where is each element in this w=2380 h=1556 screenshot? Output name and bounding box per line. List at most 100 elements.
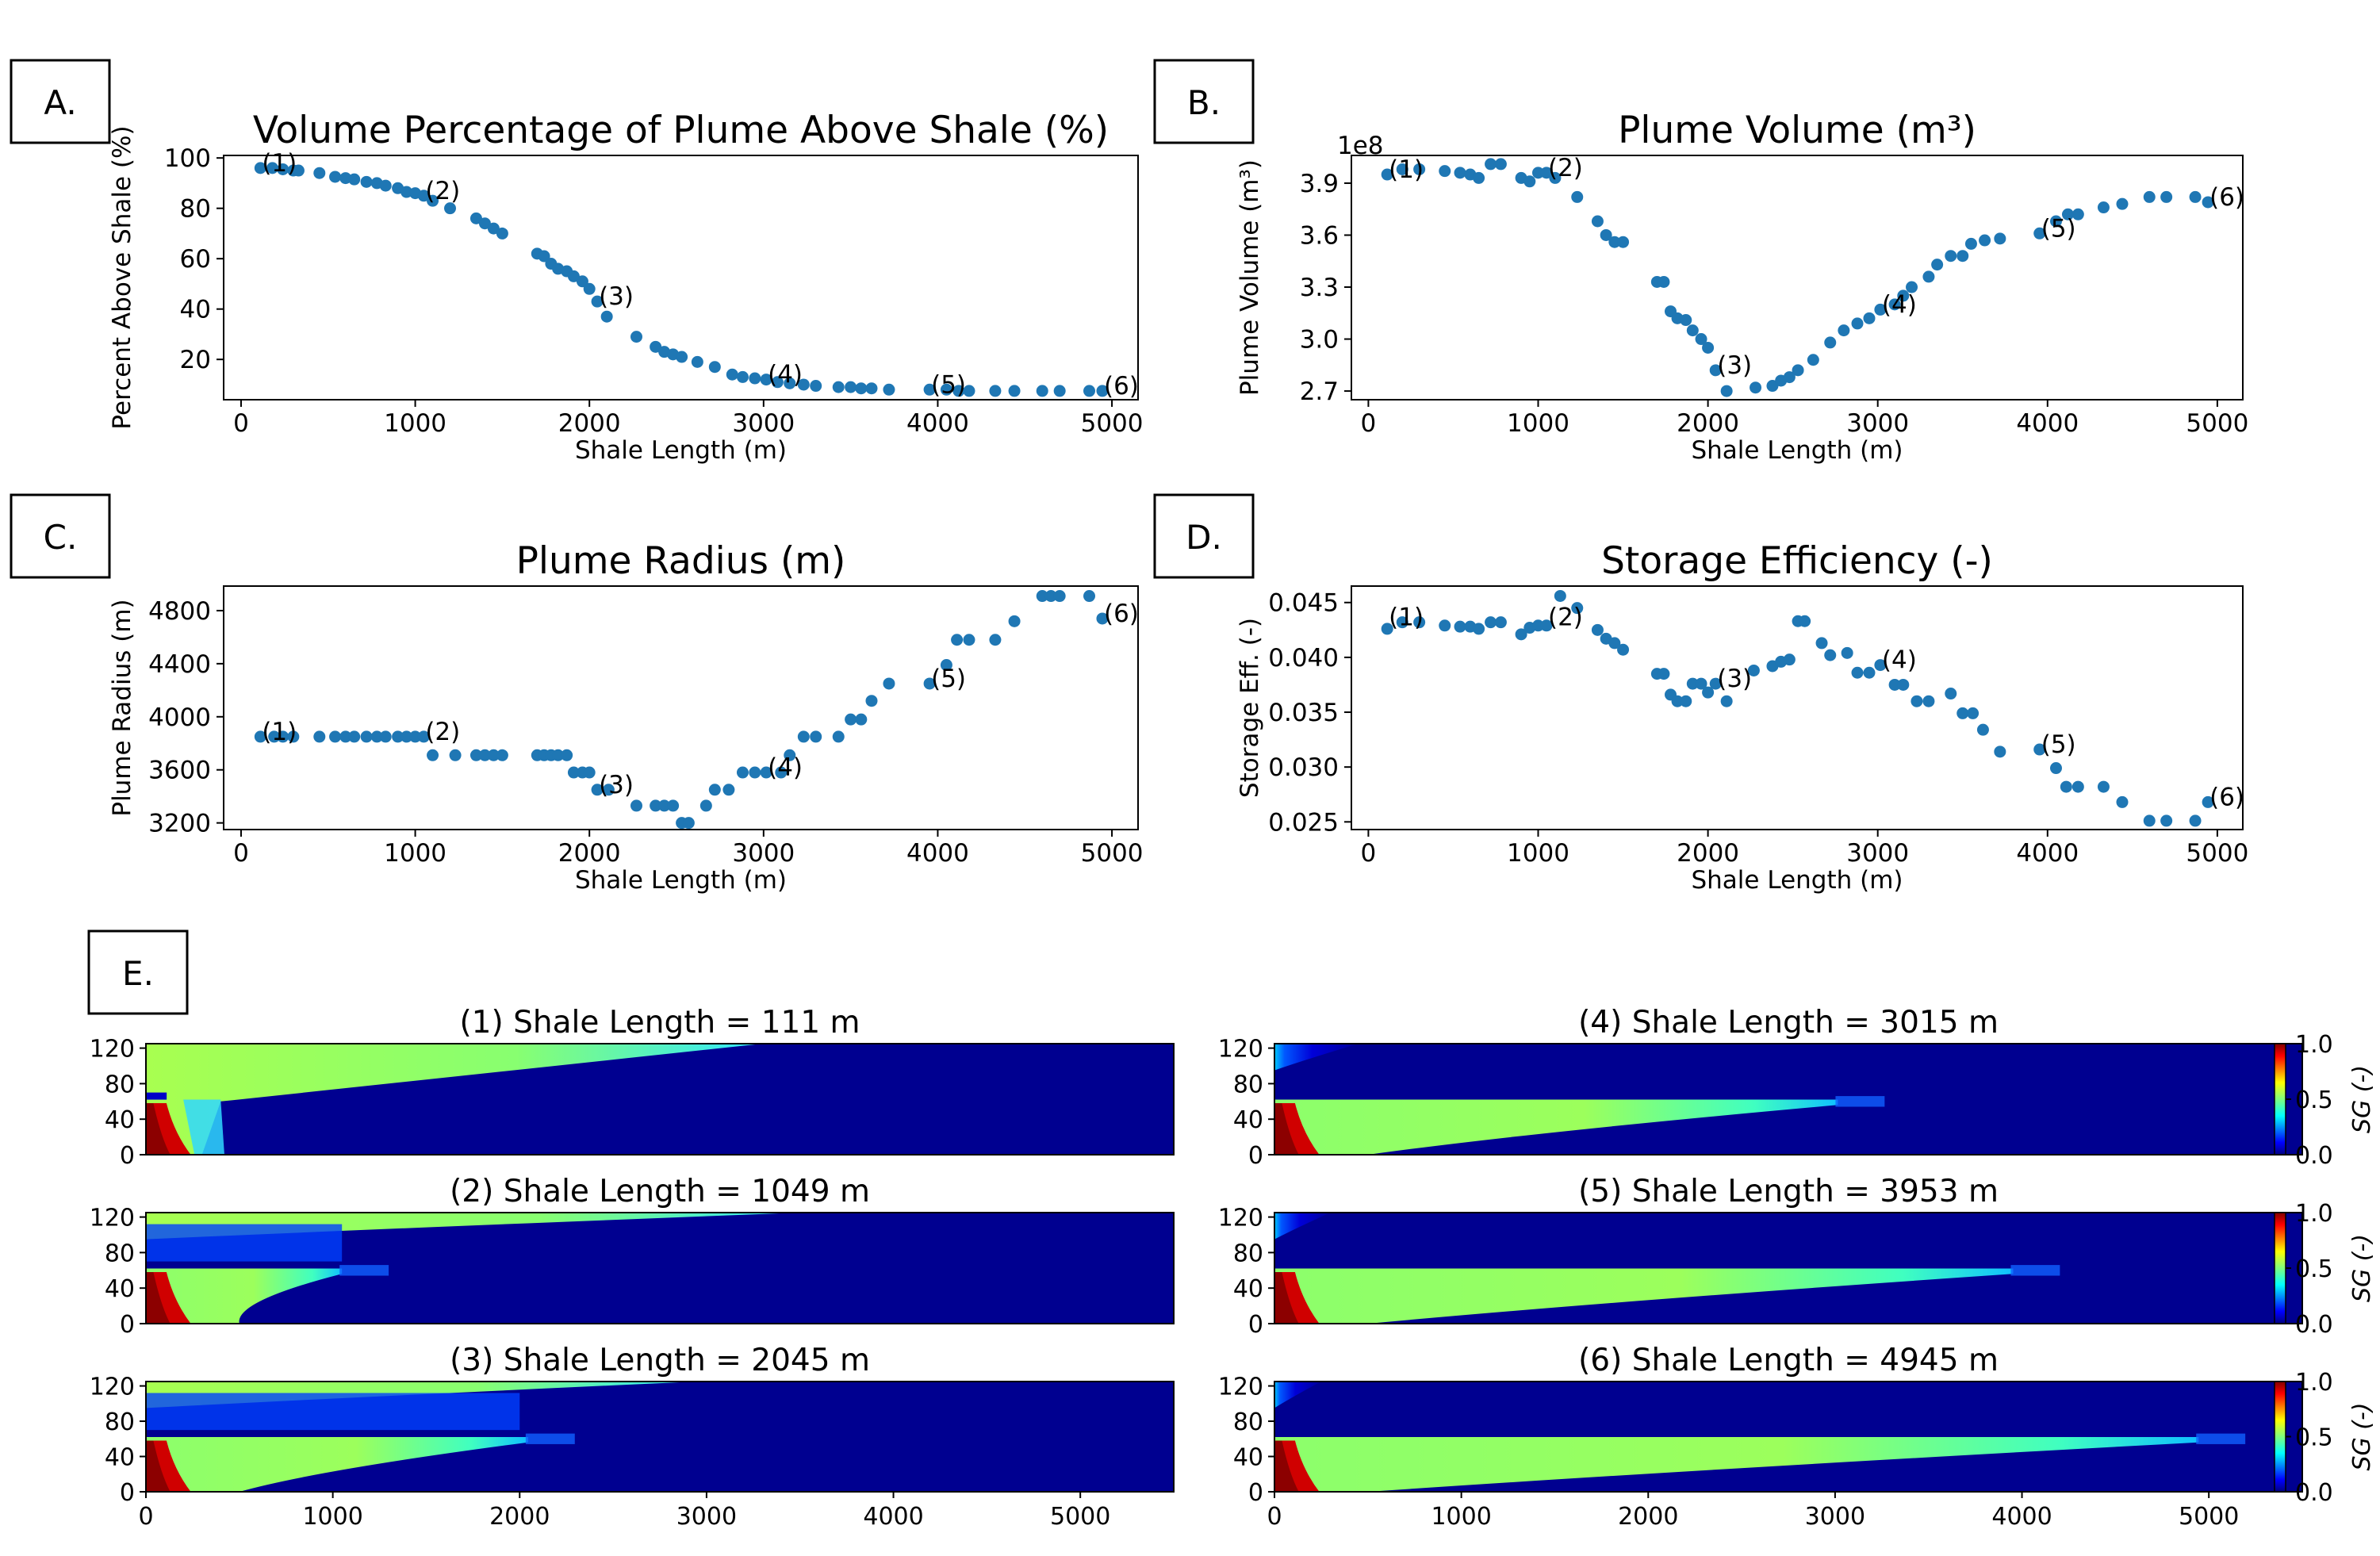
data-point	[1494, 158, 1507, 171]
x-tick-label: 5000	[2186, 409, 2248, 438]
x-axis-label: Shale Length (m)	[575, 866, 787, 895]
data-point	[708, 784, 721, 796]
data-point	[1957, 250, 1969, 263]
y-tick-label: 0	[1248, 1311, 1263, 1339]
x-tick-label: 4000	[2016, 409, 2079, 438]
data-point	[2143, 814, 2156, 827]
y-tick-label: 3.3	[1300, 274, 1339, 302]
data-point	[449, 749, 462, 761]
annotation-label: (5)	[931, 665, 966, 693]
gas-cap-top	[1274, 1044, 1359, 1071]
data-point	[736, 766, 749, 779]
data-point	[1720, 385, 1733, 397]
annotation-label: (6)	[2209, 783, 2244, 811]
y-tick-label: 40	[1233, 1444, 1263, 1472]
x-tick-label: 2000	[558, 409, 621, 438]
colorbar-tick-label: 1.0	[2295, 1031, 2333, 1059]
plume-tip	[339, 1265, 389, 1276]
heatmap-subplot-2: (2) Shale Length = 1049 m 0 40 80 120	[90, 1174, 1175, 1339]
annotation-label: (3)	[1717, 351, 1752, 380]
data-point	[1709, 364, 1722, 377]
x-tick-label: 2000	[1618, 1503, 1678, 1531]
data-point	[2071, 208, 2084, 220]
colorbar-label: SG (-)	[2348, 1402, 2376, 1470]
data-point	[313, 730, 326, 743]
plot-frame	[223, 155, 1139, 400]
data-point	[691, 355, 703, 368]
panel-label-box-e	[87, 929, 189, 1015]
y-tick-label: 0.035	[1268, 699, 1339, 727]
data-point	[1454, 167, 1466, 179]
x-tick-label: 4000	[906, 409, 969, 438]
data-point	[1922, 270, 1935, 283]
annotation-label: (4)	[1882, 646, 1917, 675]
data-point	[2097, 201, 2110, 214]
data-point	[1686, 677, 1699, 690]
y-tick-label: 80	[105, 1071, 135, 1098]
colorbar-tick-label: 1.0	[2295, 1200, 2333, 1228]
data-point	[400, 186, 413, 198]
data-point	[417, 730, 430, 743]
data-point	[749, 372, 761, 385]
data-point	[2116, 197, 2129, 210]
data-point	[1053, 385, 1066, 397]
y-tick-label: 0.030	[1268, 753, 1339, 782]
panel-label-c: C.	[44, 518, 78, 557]
injection-core	[1274, 1272, 1299, 1324]
data-point	[2202, 196, 2214, 209]
heatmap-subplot-6: (6) Shale Length = 4945 m 0 40 80 120 0 1000 20…	[1218, 1343, 2376, 1531]
data-point	[1967, 707, 1980, 719]
data-point	[1540, 167, 1553, 179]
x-tick-label: 1000	[302, 1503, 362, 1531]
annotation-label: (3)	[599, 771, 634, 799]
data-point	[1945, 250, 1957, 263]
data-point	[379, 730, 392, 743]
gas-spread-under-cap	[146, 1393, 520, 1431]
panel-labels: A. B. C. D. E.	[10, 59, 1255, 1015]
data-point	[952, 385, 965, 397]
data-point	[1976, 723, 1989, 736]
data-point	[1473, 171, 1485, 184]
data-point	[339, 730, 352, 743]
x-tick-label: 4000	[2016, 839, 2079, 868]
data-point	[1671, 695, 1684, 707]
annotation-label: (3)	[599, 282, 634, 311]
annotation-label: (2)	[1548, 154, 1583, 182]
data-point	[2049, 762, 2062, 775]
data-point	[591, 784, 604, 796]
data-point	[1888, 298, 1901, 311]
panel-label-box-b	[1153, 59, 1255, 144]
data-point	[676, 351, 688, 363]
data-point	[1702, 341, 1715, 354]
heatmap-frame	[145, 1212, 1175, 1324]
annotation-label: (3)	[1717, 665, 1752, 693]
data-point	[348, 173, 361, 186]
data-point	[538, 250, 550, 263]
annotation-label: (6)	[1104, 600, 1139, 628]
data-point	[1807, 354, 1819, 366]
injection-core	[146, 1103, 171, 1155]
data-point	[865, 382, 878, 395]
data-point	[1815, 637, 1828, 650]
data-point	[760, 766, 772, 779]
data-point	[963, 385, 975, 397]
y-tick-label: 0.045	[1268, 589, 1339, 618]
chart-title: Volume Percentage of Plume Above Shale (…	[253, 109, 1109, 152]
data-point	[940, 383, 952, 396]
data-point	[658, 799, 671, 812]
data-point	[1824, 336, 1837, 349]
data-point	[1381, 168, 1393, 181]
plot-frame	[1351, 155, 2244, 400]
data-point	[1439, 165, 1451, 178]
y-tick-label: 80	[1233, 1408, 1263, 1436]
data-point	[630, 799, 642, 812]
data-point	[1841, 646, 1853, 659]
data-point	[2033, 743, 2046, 756]
heatmap-subplot-5: (5) Shale Length = 3953 m 0 40 80 120 0.0 0.5 1…	[1218, 1174, 2376, 1339]
x-tick-label: 1000	[1507, 839, 1569, 868]
annotation-label: (1)	[262, 149, 297, 178]
data-point	[360, 175, 373, 188]
y-tick-label: 120	[1218, 1374, 1263, 1401]
data-point	[339, 172, 352, 185]
y-tick-label: 80	[105, 1240, 135, 1267]
